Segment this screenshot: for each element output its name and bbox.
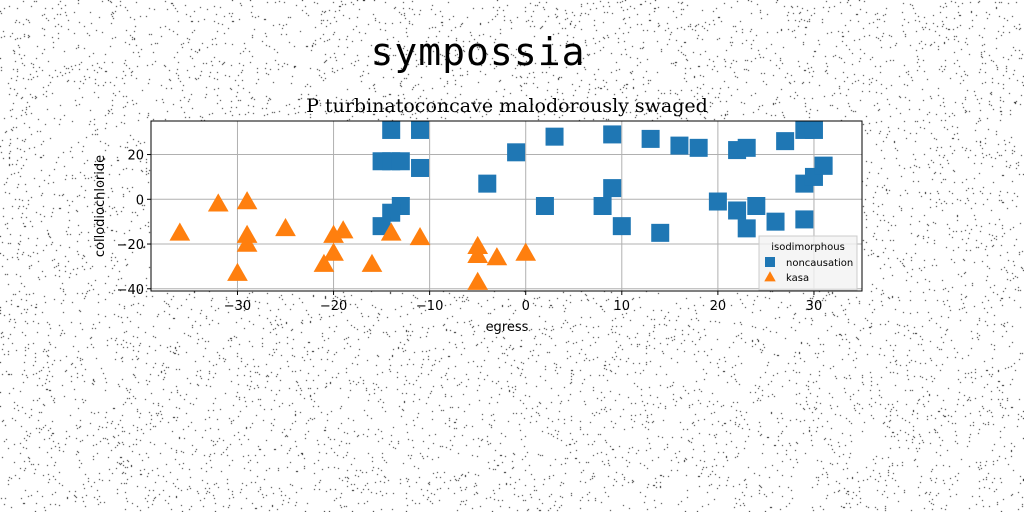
triangle-point (332, 220, 354, 239)
triangle-point (207, 193, 229, 212)
square-point (603, 179, 622, 198)
square-point (689, 138, 708, 157)
x-tick-label: −10 (416, 299, 443, 314)
square-point (776, 132, 795, 151)
square-point (651, 223, 670, 242)
square-point (641, 129, 660, 148)
y-tick-label: −40 (117, 283, 144, 298)
chart-title: P turbinatoconcave malodorously swaged (306, 95, 708, 117)
triangle-point (236, 233, 258, 252)
triangle-point (169, 222, 191, 241)
triangle-point (323, 242, 344, 261)
legend: isodimorphous noncausation kasa (758, 235, 858, 291)
square-point (507, 143, 526, 162)
triangle-point (313, 253, 335, 272)
square-point (382, 120, 401, 139)
series-noncausation (372, 120, 833, 242)
plot-area (150, 120, 863, 292)
triangle-point (380, 222, 402, 241)
triangle-point (467, 244, 489, 263)
square-point (545, 127, 564, 146)
square-point (804, 120, 823, 139)
square-point (670, 136, 689, 155)
legend-marker-kasa (764, 271, 776, 282)
triangle-point (275, 218, 296, 237)
square-point (737, 138, 756, 157)
triangle-point (409, 226, 431, 246)
square-point (737, 219, 756, 238)
square-point (795, 210, 814, 229)
square-point (747, 197, 766, 215)
square-point (478, 174, 497, 193)
square-point (814, 156, 833, 175)
triangle-point (515, 242, 537, 261)
square-point (708, 192, 727, 211)
y-tick-label: −20 (117, 238, 144, 253)
legend-label-kasa: kasa (786, 273, 809, 284)
x-tick-label: 10 (614, 299, 631, 314)
series-kasa (169, 191, 537, 290)
square-point (728, 201, 747, 220)
square-point (593, 197, 612, 215)
x-axis-label: egress (486, 320, 529, 335)
y-axis-label: collodiochloride (93, 155, 108, 257)
legend-marker-noncausation (765, 257, 775, 267)
legend-label-noncausation: noncausation (786, 258, 853, 269)
axis-ticks: −30 −20 −10 0 10 20 30 −40 −20 0 20 (117, 149, 823, 314)
square-point (766, 212, 785, 231)
triangle-point (467, 271, 489, 290)
x-tick-label: 30 (806, 299, 823, 314)
square-point (411, 120, 430, 139)
legend-title: isodimorphous (771, 242, 845, 253)
x-tick-label: 20 (710, 299, 727, 314)
triangle-point (486, 247, 508, 266)
figure-suptitle: sympossia (370, 30, 586, 74)
square-point (535, 197, 554, 215)
square-point (411, 158, 430, 177)
x-tick-label: −30 (224, 299, 251, 314)
y-tick-label: 0 (136, 193, 144, 208)
y-tick-label: 20 (127, 149, 144, 164)
x-tick-label: 0 (522, 299, 530, 314)
triangle-point (361, 253, 383, 272)
square-point (391, 152, 410, 171)
square-point (372, 217, 391, 236)
square-point (612, 217, 631, 236)
triangle-point (227, 262, 248, 281)
triangle-point (236, 191, 258, 210)
x-tick-label: −20 (320, 299, 347, 314)
data-points (169, 120, 833, 290)
square-point (603, 125, 622, 144)
